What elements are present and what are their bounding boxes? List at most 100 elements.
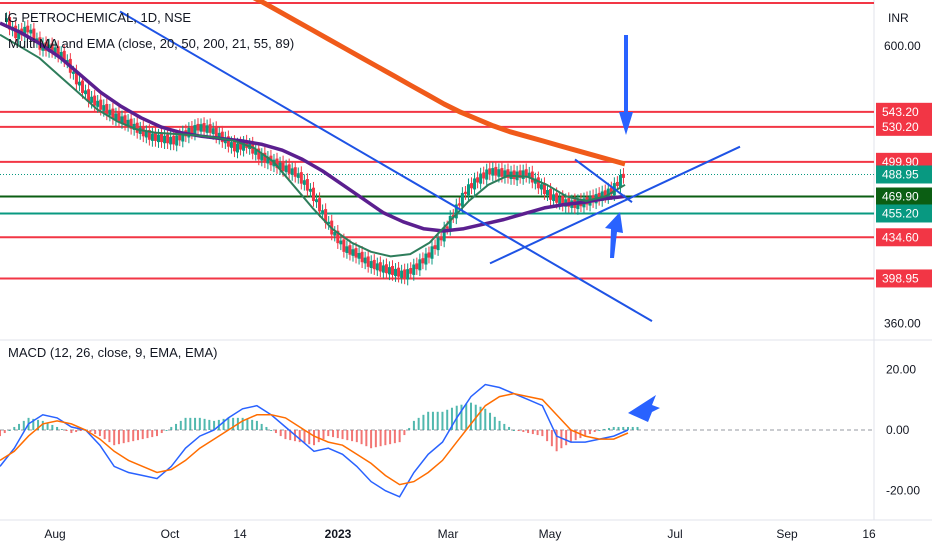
time-tick-6: Jul — [667, 527, 682, 541]
candle-body — [29, 29, 33, 34]
macd-histogram-bar — [546, 430, 549, 442]
macd-histogram-bar — [184, 417, 187, 430]
candle-body — [400, 270, 404, 278]
indicator-title: Multi MA and EMA (close, 20, 50, 200, 21… — [8, 36, 294, 51]
macd-histogram-bar — [260, 423, 263, 430]
candle-body — [327, 221, 331, 225]
candle-body — [26, 25, 30, 33]
candle-body — [190, 126, 194, 134]
candle-body — [476, 177, 480, 183]
macd-histogram-bar — [365, 430, 368, 447]
annotation-arrows[interactable] — [605, 35, 660, 422]
macd-histogram-bar — [213, 420, 216, 430]
macd-histogram-bar — [303, 430, 306, 444]
candle-body — [147, 129, 151, 140]
candle-body — [546, 190, 549, 196]
candle-body — [239, 142, 243, 150]
ma-50-line — [0, 21, 626, 233]
candle-body — [129, 118, 133, 129]
candle-body — [397, 267, 401, 277]
macd-arrow-icon[interactable] — [628, 395, 660, 422]
candle-body — [74, 70, 78, 85]
candle-body — [403, 269, 407, 279]
trendline-0[interactable] — [119, 10, 653, 323]
candle-body — [102, 105, 106, 111]
candle-body — [491, 168, 495, 176]
down-arrow-icon[interactable] — [619, 35, 633, 135]
trendlines[interactable] — [119, 10, 741, 323]
candle-body — [71, 71, 75, 74]
macd-histogram-bar — [379, 430, 382, 447]
macd-histogram-bar — [479, 406, 482, 430]
candle-body — [615, 181, 619, 186]
candle-body — [275, 158, 279, 169]
macd-histogram-bar — [98, 430, 101, 437]
candle-body — [448, 216, 452, 230]
symbol-title: IG PETROCHEMICAL, 1D, NSE — [4, 10, 191, 25]
candle-body — [479, 173, 483, 184]
macd-histogram-bar — [75, 430, 78, 433]
candle-body — [527, 172, 531, 178]
candle-body — [351, 249, 355, 256]
candle-body — [433, 245, 437, 249]
up-arrow-icon[interactable] — [605, 212, 623, 258]
macd-histogram-bar — [617, 426, 620, 430]
horizontal-levels[interactable] — [0, 2, 874, 280]
candle-body — [90, 96, 94, 103]
macd-histogram-bar — [13, 426, 16, 430]
macd-histogram-bar — [355, 430, 358, 443]
candle-body — [236, 143, 239, 153]
macd-histogram-bar — [493, 416, 496, 430]
candle-body — [123, 115, 127, 125]
macd-histogram-bar — [32, 418, 35, 430]
candle-body — [409, 268, 413, 274]
macd-histogram-bar — [403, 430, 406, 436]
macd-histogram-bar — [351, 430, 354, 442]
macd-histogram-bar — [94, 430, 97, 435]
macd-histogram-bar — [227, 417, 230, 430]
macd-tick-0: 20.00 — [886, 362, 916, 376]
candle-body — [226, 136, 230, 147]
macd-histogram-bar — [265, 426, 268, 430]
macd-histogram-bar — [65, 430, 68, 432]
candle-body — [135, 122, 139, 133]
macd-histogram-bar — [498, 420, 501, 430]
macd-histogram-bar — [588, 430, 591, 435]
macd-histogram-bar — [607, 427, 610, 430]
macd-histogram-bar — [165, 430, 168, 431]
level-tag-label-4: 455.20 — [882, 206, 919, 220]
macd-histogram-bar — [531, 430, 534, 435]
candle-body — [199, 124, 203, 132]
candle-body — [290, 168, 294, 176]
candle-body — [315, 199, 319, 203]
macd-histogram-bar — [446, 409, 449, 430]
time-tick-2: 14 — [233, 527, 247, 541]
price-pane[interactable] — [0, 0, 874, 340]
candle-body — [32, 28, 36, 42]
trendline-1[interactable] — [489, 145, 741, 265]
candle-body — [169, 136, 173, 145]
candle-body — [561, 196, 565, 206]
macd-histogram-bar — [484, 408, 487, 430]
macd-histogram-bar — [441, 411, 444, 430]
candle-body — [378, 262, 382, 272]
time-axis[interactable]: Aug Oct 14 2023 Mar May Jul Sep 16 — [44, 527, 876, 541]
candle-body — [512, 170, 516, 180]
trendline-2[interactable] — [574, 158, 633, 203]
macd-histogram-bar — [289, 430, 292, 441]
macd-histogram-bar — [374, 430, 377, 448]
macd-histogram-bar — [308, 430, 311, 445]
macd-line-0 — [0, 383, 629, 498]
candle-body — [111, 108, 115, 119]
macd-histogram-bar — [151, 430, 154, 438]
macd-histogram-bar — [8, 430, 11, 431]
candle-body — [439, 236, 443, 241]
candle-body — [132, 123, 136, 130]
macd-histogram-bar — [598, 430, 601, 431]
macd-histogram-bar — [117, 430, 120, 445]
macd-histogram-bar — [565, 430, 568, 446]
level-tag-4 — [876, 204, 932, 223]
candle-body — [305, 179, 309, 191]
